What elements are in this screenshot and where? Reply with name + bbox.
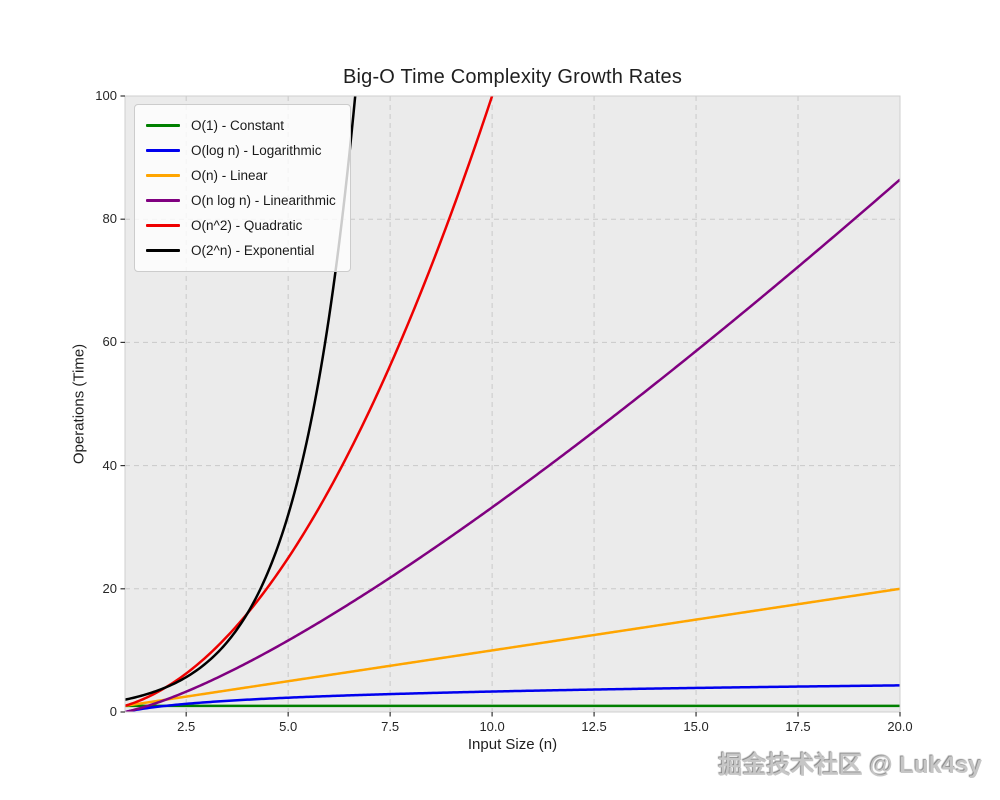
x-tick-label: 15.0 [683,719,709,734]
legend-row: O(2^n) - Exponential [146,238,336,263]
legend: O(1) - Constant O(log n) - Logarithmic O(n… [134,104,351,272]
y-tick-label: 80 [102,211,117,227]
legend-row: O(n) - Linear [146,163,336,188]
x-tick-label: 2.5 [177,719,196,734]
legend-label: O(2^n) - Exponential [191,243,315,258]
legend-label: O(n^2) - Quadratic [191,218,303,233]
x-axis-label: Input Size (n) [467,736,558,753]
legend-row: O(n^2) - Quadratic [146,213,336,238]
y-tick-label: 100 [95,88,117,103]
y-tick-label: 40 [102,457,117,473]
legend-line-swatch [146,124,180,127]
legend-label: O(1) - Constant [191,118,285,133]
legend-row: O(n log n) - Linearithmic [146,188,336,213]
legend-label: O(log n) - Logarithmic [191,143,322,158]
legend-row: O(1) - Constant [146,113,336,138]
legend-line-swatch [146,249,180,252]
legend-line-swatch [146,149,180,152]
series-line-4 [125,178,900,712]
series-line-2 [125,684,900,712]
legend-label: O(n log n) - Linearithmic [191,193,336,208]
x-tick-label: 7.5 [381,719,400,734]
y-axis-label: Operations (Time) [70,343,88,465]
watermark: 掘金技术社区 @ Luk4sy [718,752,982,779]
series-line-5 [125,96,494,708]
y-tick-label: 0 [109,704,117,719]
legend-line-swatch [146,199,180,202]
axes-border [124,95,901,713]
legend-label: O(n) - Linear [191,168,268,183]
x-tick-label: 20.0 [887,719,913,734]
series-line-6 [125,96,357,701]
x-tick-label: 10.0 [479,719,505,734]
legend-line-swatch [146,174,180,177]
series-line-3 [125,587,900,708]
legend-line-swatch [146,224,180,227]
x-tick-label: 5.0 [279,719,298,734]
y-tick-label: 20 [102,580,117,596]
chart-title: Big-O Time Complexity Growth Rates [342,66,683,88]
x-tick-label: 17.5 [785,719,811,734]
x-tick-label: 12.5 [581,719,607,734]
legend-row: O(log n) - Logarithmic [146,138,336,163]
y-tick-label: 60 [102,334,117,350]
